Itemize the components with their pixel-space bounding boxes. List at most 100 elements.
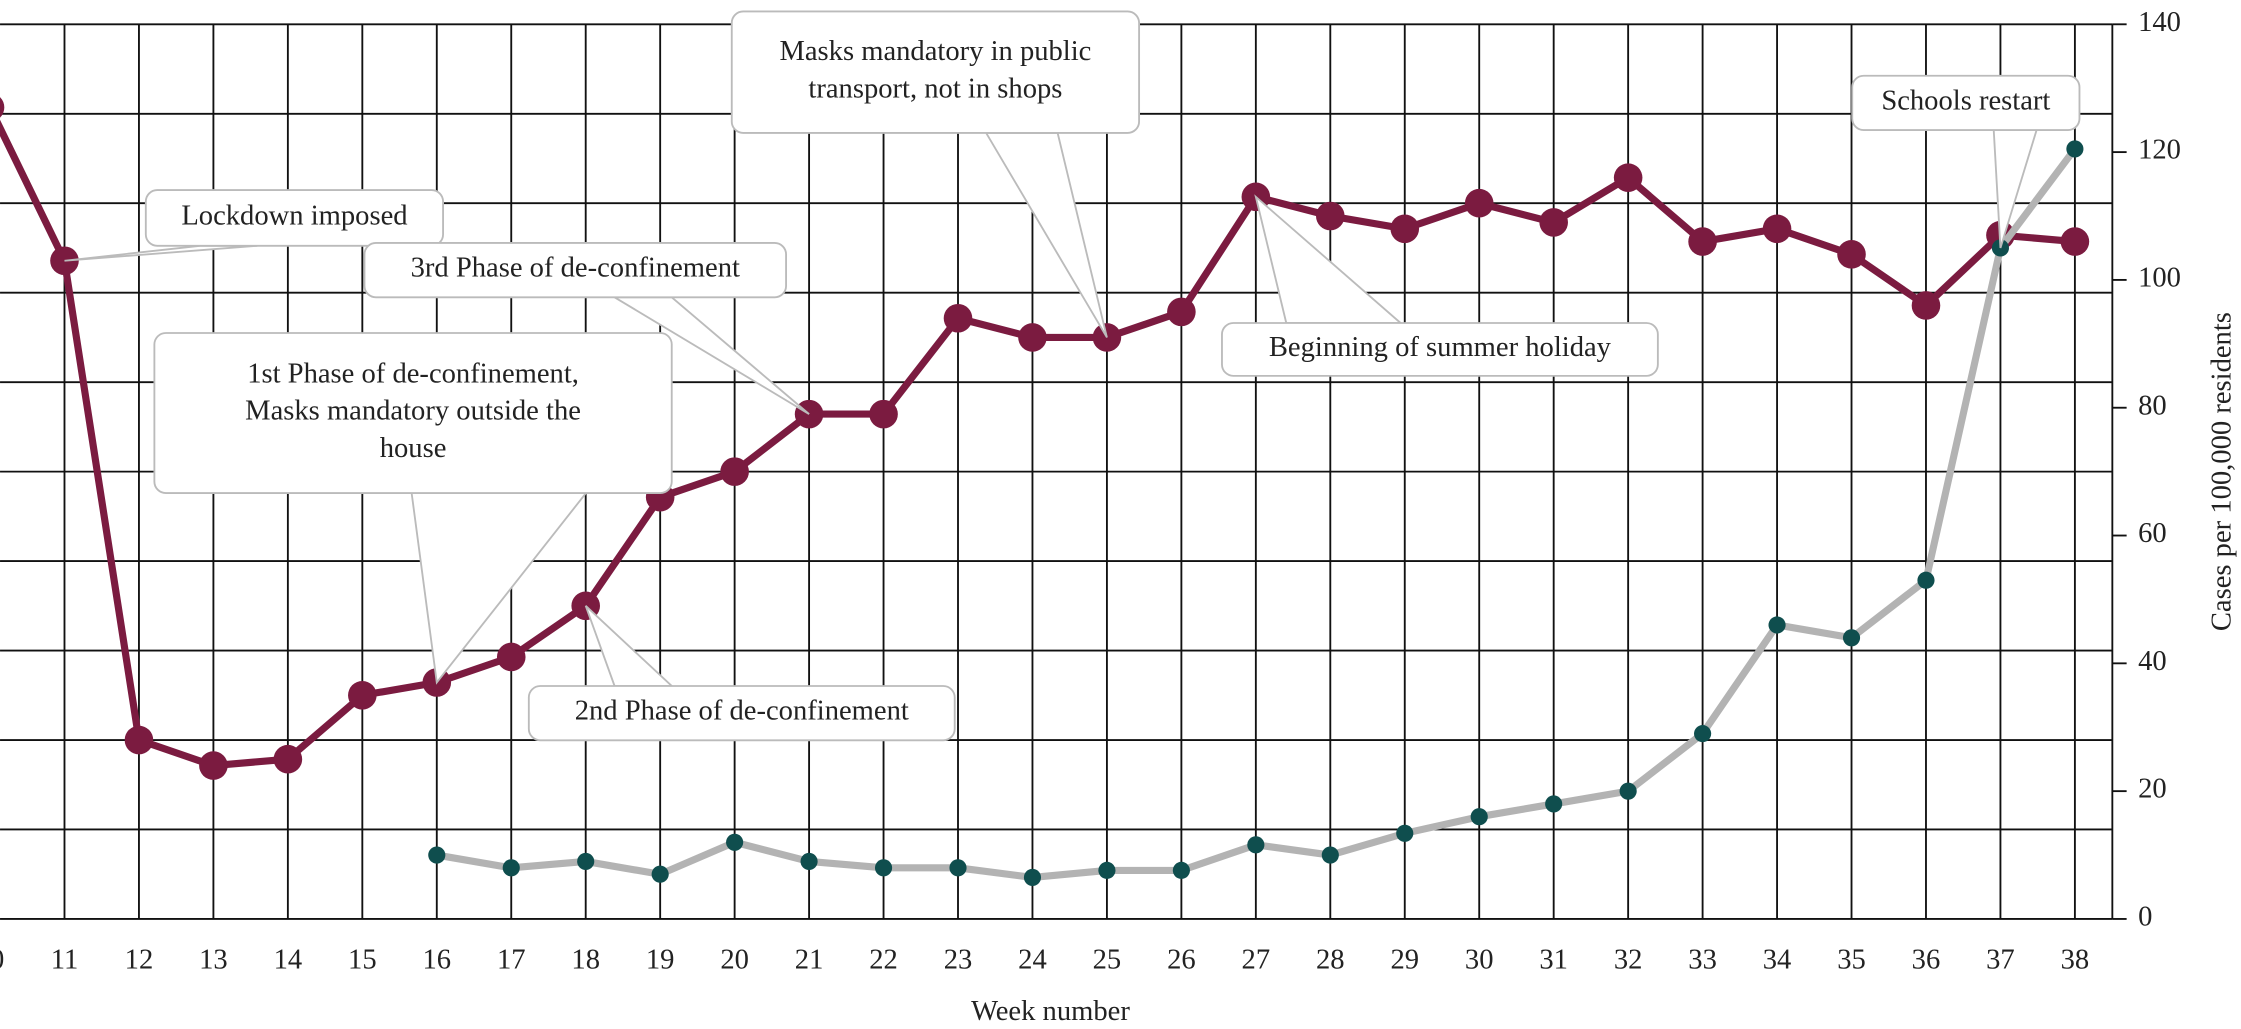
data-point: [273, 744, 303, 774]
data-point: [1917, 571, 1935, 589]
x-tick-label: 37: [1986, 944, 2015, 975]
annotation-text: Schools restart: [1881, 85, 2050, 116]
data-point: [348, 680, 377, 710]
x-tick-label: 38: [2061, 944, 2090, 975]
callout-box: [1851, 74, 2081, 131]
data-point: [577, 852, 595, 871]
x-tick-label: 23: [944, 944, 973, 975]
data-point: [1911, 291, 1941, 320]
x-tick-label: 33: [1688, 944, 1717, 975]
callout-box: [144, 189, 445, 247]
x-tick-label: 31: [1539, 944, 1568, 975]
data-point: [1098, 861, 1116, 879]
data-point: [199, 751, 228, 780]
data-point: [1613, 163, 1643, 192]
y2-tick-label: 0: [2138, 902, 2152, 933]
data-point: [1619, 782, 1637, 800]
callout-box: [730, 10, 1141, 134]
callout-pointer: [584, 605, 675, 687]
x-tick-label: 35: [1837, 944, 1866, 975]
data-point: [874, 859, 893, 877]
x-tick-label: 14: [274, 944, 303, 975]
x-tick-label: 32: [1614, 944, 1643, 975]
y2-axis-label: Cases per 100,000 residents: [2206, 312, 2237, 631]
x-tick-label: 22: [869, 944, 898, 975]
callout-pointer: [984, 131, 1108, 338]
x-tick-label: 12: [125, 944, 154, 975]
callout-pointer: [64, 244, 258, 262]
data-point: [0, 97, 5, 118]
x-tick-label: 29: [1390, 944, 1419, 975]
x-tick-label: 30: [1465, 944, 1494, 975]
x-tick-label: 15: [348, 944, 377, 975]
data-point: [720, 457, 749, 486]
data-point: [949, 859, 967, 877]
data-point: [651, 865, 669, 883]
x-tick-label: 24: [1018, 944, 1047, 975]
data-point: [124, 725, 154, 755]
data-point: [1464, 188, 1494, 218]
y2-tick-label: 20: [2138, 774, 2167, 805]
data-point: [1694, 725, 1712, 743]
x-tick-label: 21: [795, 944, 824, 975]
data-point: [1172, 861, 1190, 879]
annotation-text: Masks mandatory in public: [779, 36, 1091, 67]
annotation: 2nd Phase of de-confinement: [527, 605, 956, 742]
x-tick-label: 20: [720, 944, 749, 975]
x-tick-label: 27: [1242, 944, 1271, 975]
data-point: [726, 833, 744, 851]
annotation-text: 3rd Phase of de-confinement: [411, 253, 740, 284]
data-point: [1837, 240, 1866, 269]
x-tick-label: 34: [1763, 944, 1792, 975]
annotation: Lockdown imposed: [64, 189, 445, 262]
data-point: [1321, 846, 1339, 864]
data-point: [1023, 868, 1042, 886]
annotation: 3rd Phase of de-confinement: [363, 242, 810, 415]
y2-tick-label: 40: [2138, 646, 2167, 677]
data-point: [2060, 227, 2090, 256]
data-point: [869, 399, 898, 429]
y2-tick-label: 100: [2138, 262, 2181, 293]
callout-box: [363, 242, 788, 299]
x-tick-label: 17: [497, 944, 526, 975]
x-tick-label: 16: [422, 944, 451, 975]
annotation-text: Masks mandatory outside the: [245, 396, 581, 427]
annotation: Schools restart: [1851, 74, 2081, 249]
data-point: [502, 859, 520, 877]
x-axis-label: Week number: [971, 996, 1130, 1027]
annotation-text: 2nd Phase of de-confinement: [575, 696, 909, 727]
data-point: [1167, 297, 1196, 327]
data-point: [2066, 140, 2084, 158]
data-point: [943, 303, 973, 333]
data-point: [1688, 227, 1717, 256]
x-tick-label: 25: [1093, 944, 1122, 975]
annotation-text: house: [380, 433, 447, 464]
data-point: [1470, 808, 1488, 826]
callout-box: [1221, 322, 1659, 377]
data-point: [1396, 824, 1414, 842]
data-point: [1018, 323, 1047, 352]
x-tick-label: 13: [199, 944, 228, 975]
x-tick-label: 19: [646, 944, 675, 975]
y2-tick-label: 60: [2138, 518, 2167, 549]
data-point: [1768, 616, 1786, 634]
x-tick-label: 36: [1912, 944, 1941, 975]
y2-tick-label: 80: [2138, 390, 2167, 421]
data-point: [496, 642, 526, 672]
x-tick-label: 18: [571, 944, 600, 975]
annotation-text: 1st Phase of de-confinement,: [247, 358, 579, 389]
data-point: [428, 846, 446, 864]
annotation-text: Lockdown imposed: [181, 201, 407, 232]
annotation-text: Beginning of summer holiday: [1269, 332, 1612, 363]
data-point: [1316, 201, 1345, 231]
x-tick-label: 11: [51, 944, 79, 975]
callout-box: [153, 332, 673, 494]
y2-tick-label: 120: [2138, 135, 2181, 166]
annotation: Masks mandatory in public transport, not …: [730, 10, 1141, 338]
x-tick-label: 10: [0, 944, 4, 975]
callout-box: [527, 685, 956, 742]
data-point: [1247, 836, 1265, 854]
annotation-text: transport, not in shops: [808, 73, 1062, 104]
data-point: [1539, 208, 1568, 237]
